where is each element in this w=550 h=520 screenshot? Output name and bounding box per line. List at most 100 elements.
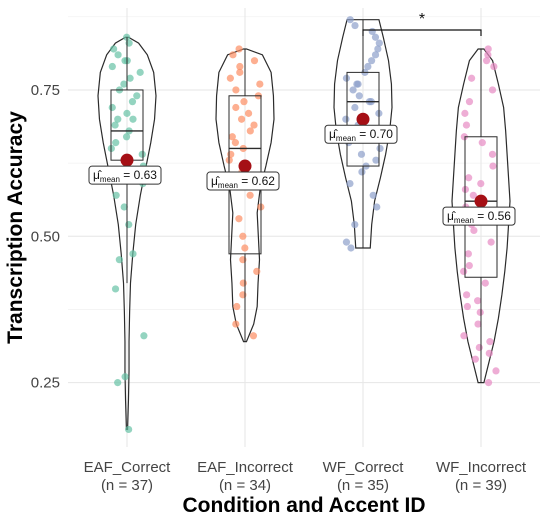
data-point <box>123 109 131 117</box>
data-point <box>250 57 259 65</box>
data-point <box>237 115 246 123</box>
mean-point <box>238 159 252 173</box>
data-point <box>140 332 148 340</box>
data-point <box>355 92 363 100</box>
significance-annotation: * <box>362 11 482 36</box>
data-point <box>369 191 377 199</box>
significance-label: * <box>419 11 425 28</box>
data-point <box>371 51 380 59</box>
mean-point <box>120 153 134 167</box>
group-eaf-correct: μ̂mean = 0.63 EAF_Correct(n = 37) <box>84 33 171 494</box>
data-point <box>471 355 479 363</box>
data-point <box>465 98 474 106</box>
data-point <box>467 74 476 82</box>
data-point <box>347 244 355 252</box>
mean-label-box <box>324 124 398 144</box>
data-point <box>358 168 366 176</box>
data-point <box>474 320 482 328</box>
mean-label-box <box>88 165 162 185</box>
data-point <box>490 62 498 71</box>
violin-outline <box>451 48 511 384</box>
data-point <box>231 139 239 147</box>
mean-label: μ̂mean = 0.62 <box>206 171 280 191</box>
data-point <box>129 250 137 258</box>
data-point <box>232 103 240 112</box>
x-tick-n-label: (n = 37) <box>101 477 153 494</box>
data-point <box>485 349 493 357</box>
data-point <box>374 45 382 53</box>
data-point <box>136 68 144 76</box>
data-point <box>463 291 471 299</box>
data-point <box>460 133 468 141</box>
data-point <box>235 215 243 223</box>
data-point <box>110 45 118 53</box>
x-tick-n-label: (n = 39) <box>455 477 507 494</box>
data-point <box>236 68 244 76</box>
data-point <box>492 367 500 375</box>
data-point <box>108 103 116 112</box>
data-point <box>112 191 120 199</box>
mean-label: μ̂mean = 0.63 <box>88 165 162 185</box>
data-point <box>126 74 134 82</box>
data-point <box>236 62 244 71</box>
data-point <box>487 238 495 246</box>
significance-bracket <box>362 29 482 36</box>
data-point <box>115 256 123 264</box>
data-point <box>375 39 383 47</box>
data-point <box>372 156 380 164</box>
data-point <box>484 51 492 59</box>
data-point <box>253 267 261 275</box>
data-point <box>474 297 482 305</box>
data-point <box>368 57 376 65</box>
data-point <box>484 379 493 387</box>
data-point <box>486 338 494 346</box>
y-tick-label: 0.50 <box>31 228 60 245</box>
y-axis-title: Transcription Accuracy <box>4 111 27 344</box>
violin-outline <box>215 48 275 343</box>
data-point <box>463 302 471 311</box>
x-axis-title: Condition and Accent ID <box>182 494 425 517</box>
data-point <box>342 74 351 82</box>
data-point <box>460 332 468 340</box>
data-point <box>342 115 350 123</box>
x-tick-n-label: (n = 35) <box>337 477 389 494</box>
data-point <box>240 98 248 106</box>
data-point <box>364 62 372 71</box>
y-tick-label: 0.75 <box>31 82 60 99</box>
data-point <box>477 180 485 188</box>
mean-label-box <box>442 206 516 226</box>
group-wf-correct: μ̂mean = 0.70 WF_Correct(n = 35) <box>323 16 405 494</box>
data-point <box>481 279 489 287</box>
data-point <box>489 162 497 170</box>
data-point <box>482 57 491 65</box>
iqr-box <box>346 71 380 167</box>
data-point <box>232 86 240 94</box>
data-point <box>354 80 362 88</box>
data-point <box>346 16 354 24</box>
data-point <box>128 98 137 106</box>
data-point <box>462 121 471 129</box>
data-point <box>349 86 357 94</box>
mean-label-box <box>206 171 280 191</box>
mean-point <box>356 112 370 126</box>
group-wf-incorrect: μ̂mean = 0.56 WF_Incorrect(n = 39) <box>436 45 527 494</box>
mean-label: μ̂mean = 0.70 <box>324 124 398 144</box>
axes: Transcription Accuracy Condition and Acc… <box>4 82 426 517</box>
data-point <box>488 86 497 94</box>
data-point <box>235 45 243 53</box>
data-point <box>461 109 469 117</box>
data-point <box>129 115 137 123</box>
data-point <box>125 220 133 229</box>
data-point <box>121 373 129 381</box>
data-point <box>371 33 380 41</box>
data-point <box>239 232 247 240</box>
data-point <box>125 425 133 434</box>
data-point <box>469 191 477 199</box>
data-point <box>346 180 354 188</box>
data-point <box>133 92 141 100</box>
data-point <box>244 109 253 117</box>
data-point <box>114 379 122 387</box>
x-tick-label: WF_Correct <box>323 459 405 476</box>
